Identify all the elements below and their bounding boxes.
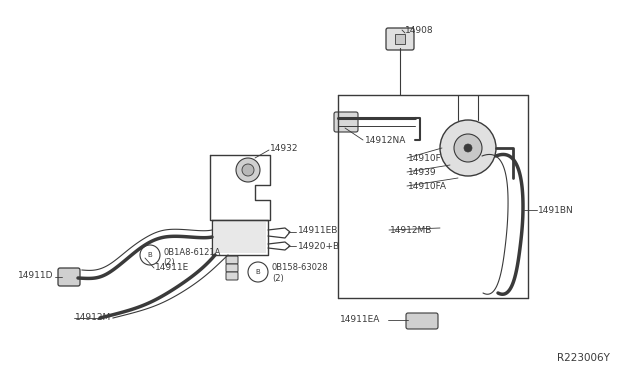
Text: 14912NA: 14912NA: [365, 135, 406, 144]
FancyBboxPatch shape: [334, 112, 358, 132]
Text: 0B1A8-6121A: 0B1A8-6121A: [163, 247, 220, 257]
FancyBboxPatch shape: [226, 264, 238, 272]
Text: (2): (2): [163, 257, 175, 266]
Text: 14911EB: 14911EB: [298, 225, 339, 234]
FancyBboxPatch shape: [226, 256, 238, 264]
Text: (2): (2): [272, 273, 284, 282]
Text: 14911D: 14911D: [18, 272, 54, 280]
Text: B: B: [148, 252, 152, 258]
Circle shape: [248, 262, 268, 282]
Text: 14908: 14908: [405, 26, 434, 35]
Text: 14920+B: 14920+B: [298, 241, 340, 250]
Text: 14911E: 14911E: [155, 263, 189, 273]
Circle shape: [440, 120, 496, 176]
Text: 14910F: 14910F: [408, 154, 442, 163]
Circle shape: [236, 158, 260, 182]
Circle shape: [140, 245, 160, 265]
Circle shape: [454, 134, 482, 162]
Text: 1491BN: 1491BN: [538, 205, 573, 215]
Text: 14932: 14932: [270, 144, 298, 153]
Text: 14939: 14939: [408, 167, 436, 176]
Text: 14911EA: 14911EA: [340, 315, 380, 324]
FancyBboxPatch shape: [214, 222, 266, 253]
FancyBboxPatch shape: [386, 28, 414, 50]
Text: 14912MB: 14912MB: [390, 225, 433, 234]
Text: 14912M: 14912M: [75, 314, 111, 323]
Text: R223006Y: R223006Y: [557, 353, 610, 363]
Circle shape: [242, 164, 254, 176]
FancyBboxPatch shape: [58, 268, 80, 286]
Bar: [395, 34, 405, 44]
FancyBboxPatch shape: [226, 272, 238, 280]
FancyBboxPatch shape: [406, 313, 438, 329]
Circle shape: [464, 144, 472, 152]
Text: 0B158-63028: 0B158-63028: [272, 263, 328, 273]
Text: B: B: [255, 269, 260, 275]
Text: 14910FA: 14910FA: [408, 182, 447, 190]
